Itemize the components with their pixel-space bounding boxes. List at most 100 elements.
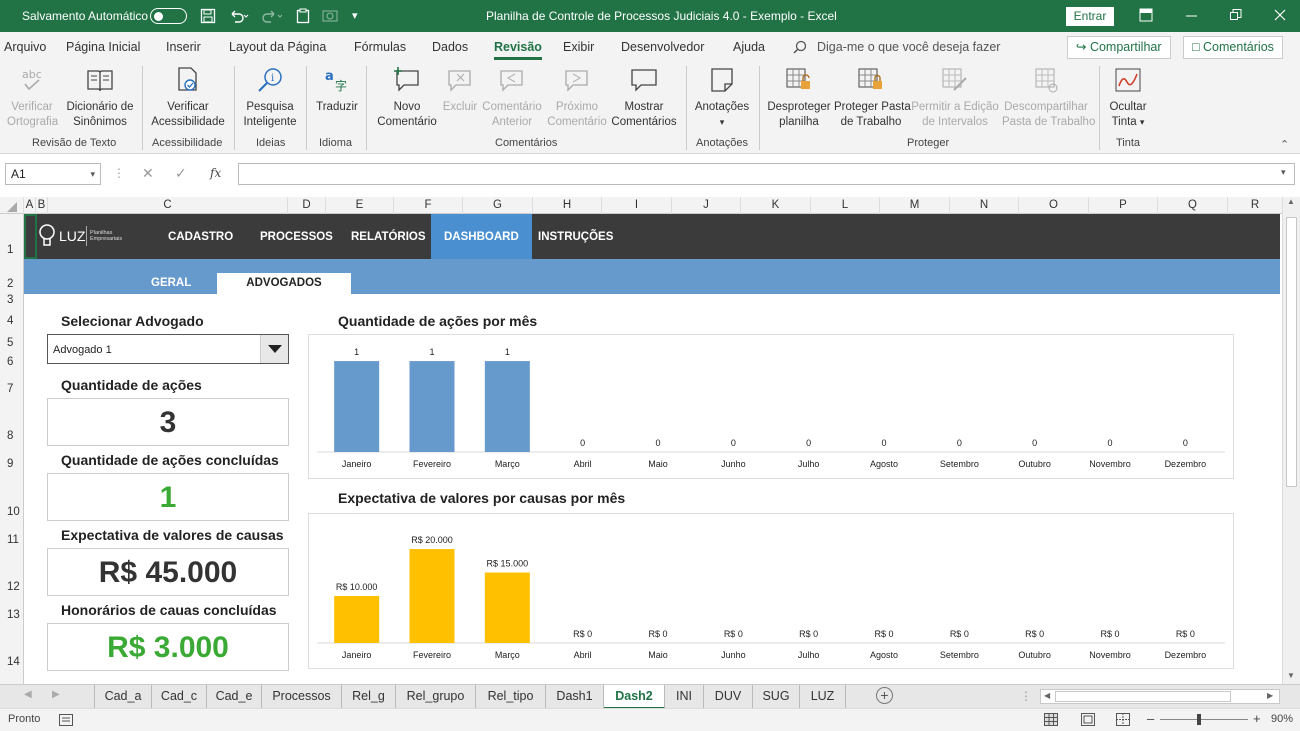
save-icon[interactable]: [200, 8, 216, 27]
column-header[interactable]: C: [48, 197, 288, 214]
chart-svg[interactable]: R$ 10.000 Janeiro R$ 20.000 Fevereiro R$ 15.…: [309, 514, 1233, 668]
clipboard-icon[interactable]: [296, 8, 310, 27]
allow-edit-ranges-button[interactable]: Permitir a Edição de Intervalos: [910, 66, 1000, 130]
expand-formula-bar-icon[interactable]: ▾: [1281, 167, 1286, 177]
tab-inserir[interactable]: Inserir: [166, 40, 201, 54]
hide-ink-button[interactable]: Ocultar Tinta ▾: [1106, 66, 1150, 130]
close-icon[interactable]: [1274, 8, 1286, 24]
scroll-up-icon[interactable]: ▲: [1287, 197, 1295, 206]
column-header[interactable]: R: [1250, 199, 1260, 211]
sheet-tab[interactable]: Cad_e: [207, 685, 262, 709]
chevron-down-icon[interactable]: [260, 335, 288, 363]
column-header[interactable]: K: [741, 197, 811, 214]
row-header[interactable]: 1: [7, 244, 14, 256]
sheet-grid[interactable]: LUZ Planilhas Empresariais CADASTRO PROC…: [24, 214, 1282, 684]
actions-per-month-chart[interactable]: 1 Janeiro 1 Fevereiro 1 Março 0 Abril 0 Maio 0 Junh…: [308, 334, 1234, 479]
row-header[interactable]: 12: [7, 581, 20, 593]
scroll-left-icon[interactable]: ◀: [1044, 691, 1051, 700]
row-header[interactable]: 9: [7, 458, 14, 470]
tab-desenvolvedor[interactable]: Desenvolvedor: [621, 40, 705, 54]
protect-workbook-button[interactable]: Proteger Pasta de Trabalho: [834, 66, 911, 130]
tab-scroll-left-icon[interactable]: ◀: [24, 689, 32, 700]
cancel-icon[interactable]: ✕: [142, 165, 154, 181]
column-header[interactable]: O: [1019, 197, 1089, 214]
smart-lookup-button[interactable]: i Pesquisa Inteligente: [241, 66, 299, 130]
macro-record-icon[interactable]: [59, 714, 73, 726]
show-comments-button[interactable]: Mostrar Comentários: [610, 66, 678, 130]
scrollbar-thumb[interactable]: [1286, 217, 1297, 487]
zoom-slider[interactable]: [1160, 719, 1248, 720]
row-header[interactable]: 2: [7, 278, 14, 290]
column-header[interactable]: J: [672, 197, 741, 214]
row-header[interactable]: 7: [7, 383, 14, 395]
share-button[interactable]: ↪ Compartilhar: [1067, 36, 1171, 59]
notes-button[interactable]: Anotações ▾: [692, 66, 752, 130]
tab-formulas[interactable]: Fórmulas: [354, 40, 407, 54]
tab-layout-pagina[interactable]: Layout da Página: [229, 40, 327, 54]
row-header[interactable]: 11: [7, 534, 19, 546]
sheet-tab[interactable]: INI: [665, 685, 704, 709]
zoom-slider-thumb[interactable]: [1197, 714, 1201, 725]
comments-button[interactable]: □ Comentários: [1183, 36, 1283, 59]
column-header[interactable]: H: [533, 197, 602, 214]
customize-toolbar-icon[interactable]: ▾: [352, 10, 358, 22]
sheet-tab[interactable]: Dash1: [546, 685, 604, 709]
subnav-advogados[interactable]: ADVOGADOS: [217, 273, 351, 294]
page-break-view-icon[interactable]: [1116, 713, 1130, 726]
row-header[interactable]: 13: [7, 609, 20, 621]
vertical-scrollbar[interactable]: ▲ ▼: [1282, 197, 1300, 684]
column-header[interactable]: D: [288, 197, 326, 214]
collapse-ribbon-icon[interactable]: ⌃: [1280, 139, 1290, 151]
nav-processos[interactable]: PROCESSOS: [260, 231, 333, 243]
sheet-tab-active[interactable]: Dash2: [604, 685, 665, 709]
signin-button[interactable]: Entrar: [1066, 7, 1114, 26]
formula-input[interactable]: [238, 163, 1295, 185]
tab-exibir[interactable]: Exibir: [563, 40, 595, 54]
column-header[interactable]: P: [1089, 197, 1158, 214]
column-header[interactable]: E: [326, 197, 394, 214]
redo-icon[interactable]: [262, 8, 284, 27]
column-header[interactable]: F: [394, 197, 463, 214]
scroll-down-icon[interactable]: ▼: [1287, 671, 1295, 680]
row-header[interactable]: 5: [7, 337, 14, 349]
ribbon-display-options-icon[interactable]: [1139, 8, 1153, 25]
column-header[interactable]: Q: [1158, 197, 1228, 214]
undo-icon[interactable]: [228, 8, 250, 27]
add-sheet-icon[interactable]: +: [876, 687, 893, 704]
minimize-icon[interactable]: [1186, 8, 1198, 24]
autosave-toggle[interactable]: [150, 8, 187, 24]
sheet-tab[interactable]: DUV: [704, 685, 753, 709]
zoom-in-icon[interactable]: +: [1253, 711, 1261, 726]
horizontal-scrollbar-thumb[interactable]: [1055, 691, 1231, 702]
row-header[interactable]: 4: [7, 315, 14, 327]
unprotect-sheet-button[interactable]: Desproteger planilha: [767, 66, 831, 130]
thesaurus-button[interactable]: Dicionário de Sinônimos: [64, 66, 136, 130]
row-header[interactable]: 10: [7, 506, 20, 518]
tab-scroll-right-icon[interactable]: ▶: [52, 689, 60, 700]
sheet-tab[interactable]: Processos: [262, 685, 342, 709]
sheet-tab[interactable]: SUG: [753, 685, 800, 709]
column-header[interactable]: M: [880, 197, 950, 214]
nav-relatorios[interactable]: RELATÓRIOS: [351, 231, 426, 243]
column-header[interactable]: N: [950, 197, 1019, 214]
row-header[interactable]: 6: [7, 356, 14, 368]
row-header[interactable]: 8: [7, 430, 14, 442]
tab-arquivo[interactable]: Arquivo: [4, 40, 47, 54]
nav-instrucoes[interactable]: INSTRUÇÕES: [538, 231, 614, 243]
tab-split-handle-icon[interactable]: ⋮: [1020, 689, 1032, 703]
unshare-workbook-button[interactable]: Descompartilhar Pasta de Trabalho: [1002, 66, 1095, 130]
tab-pagina-inicial[interactable]: Página Inicial: [66, 40, 141, 54]
row-header[interactable]: 3: [7, 294, 14, 306]
sheet-tab[interactable]: Cad_c: [152, 685, 207, 709]
horizontal-scrollbar[interactable]: ◀ ▶: [1040, 689, 1280, 704]
name-box[interactable]: A1 ▾: [5, 163, 101, 185]
zoom-out-icon[interactable]: –: [1147, 711, 1155, 726]
tab-dados[interactable]: Dados: [432, 40, 469, 54]
restore-icon[interactable]: [1230, 8, 1242, 24]
select-all-corner[interactable]: [0, 197, 24, 214]
column-header[interactable]: A: [24, 197, 36, 214]
case-value-per-month-chart[interactable]: R$ 10.000 Janeiro R$ 20.000 Fevereiro R$ 15.…: [308, 513, 1234, 669]
sheet-tab[interactable]: Rel_tipo: [476, 685, 546, 709]
sheet-tab[interactable]: Cad_a: [95, 685, 152, 709]
